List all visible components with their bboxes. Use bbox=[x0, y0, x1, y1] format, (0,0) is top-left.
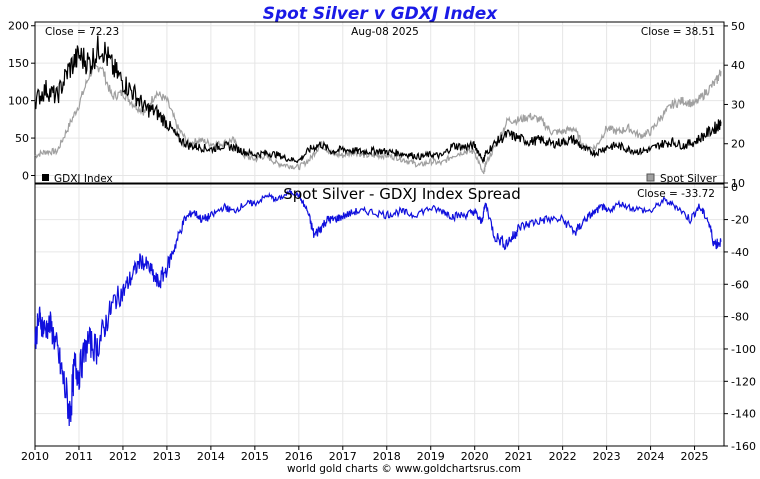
x-tick-label: 2021 bbox=[505, 450, 533, 463]
x-tick-label: 2025 bbox=[681, 450, 709, 463]
y-left-tick-label: 0 bbox=[22, 170, 29, 183]
y-right-tick-label: 10 bbox=[731, 177, 745, 190]
x-tick-label: 2012 bbox=[109, 450, 137, 463]
y-right-tick-label-bottom: -100 bbox=[731, 343, 756, 356]
y-right-tick-label-bottom: -160 bbox=[731, 440, 756, 453]
y-left-tick-label: 50 bbox=[15, 132, 29, 145]
close-right-label: Close = 38.51 bbox=[641, 26, 715, 38]
y-right-tick-label: 20 bbox=[731, 138, 745, 151]
spread-title: Spot Silver - GDXJ Index Spread bbox=[283, 185, 520, 203]
y-left-tick-label: 200 bbox=[8, 20, 29, 33]
x-tick-label: 2024 bbox=[637, 450, 665, 463]
x-tick-label: 2010 bbox=[21, 450, 49, 463]
top-panel-frame bbox=[34, 21, 725, 184]
series-line-spread bbox=[34, 188, 722, 427]
close-left-label: Close = 72.23 bbox=[45, 26, 119, 38]
x-tick-label: 2020 bbox=[461, 450, 489, 463]
x-tick-label: 2011 bbox=[65, 450, 93, 463]
x-tick-label: 2014 bbox=[197, 450, 225, 463]
x-tick-label: 2015 bbox=[241, 450, 269, 463]
y-left-tick-label: 100 bbox=[8, 95, 29, 108]
date-label: Aug-08 2025 bbox=[351, 26, 419, 38]
close-spread-label: Close = -33.72 bbox=[637, 188, 715, 200]
x-tick-label: 2013 bbox=[153, 450, 181, 463]
bottom-panel-frame bbox=[34, 183, 725, 447]
x-tick-label: 2018 bbox=[373, 450, 401, 463]
legend-swatch-silver bbox=[646, 173, 655, 182]
series-line-spot-silver bbox=[34, 64, 722, 175]
x-tick-label: 2017 bbox=[329, 450, 357, 463]
y-right-tick-label-bottom: -40 bbox=[731, 246, 749, 259]
y-right-tick-label: 40 bbox=[731, 59, 745, 72]
legend-label-silver: Spot Silver bbox=[660, 173, 717, 185]
x-tick-label: 2023 bbox=[593, 450, 621, 463]
y-right-tick-label-bottom: -60 bbox=[731, 278, 749, 291]
y-right-tick-label-bottom: -120 bbox=[731, 375, 756, 388]
y-left-tick-label: 150 bbox=[8, 57, 29, 70]
x-tick-label: 2016 bbox=[285, 450, 313, 463]
legend-label-gdxj: GDXJ Index bbox=[54, 173, 113, 185]
legend-swatch-gdxj bbox=[42, 174, 49, 181]
y-right-tick-label-bottom: -20 bbox=[731, 214, 749, 227]
page-title: Spot Silver v GDXJ Index bbox=[263, 4, 498, 24]
footer-credit: world gold charts © www.goldchartsrus.co… bbox=[287, 463, 521, 475]
y-right-tick-label-bottom: -140 bbox=[731, 408, 756, 421]
series-line-gdxj-index bbox=[34, 35, 722, 165]
y-right-tick-label: 30 bbox=[731, 98, 745, 111]
y-right-tick-label-bottom: -80 bbox=[731, 311, 749, 324]
y-right-tick-label: 50 bbox=[731, 20, 745, 33]
x-tick-label: 2022 bbox=[549, 450, 577, 463]
x-tick-label: 2019 bbox=[417, 450, 445, 463]
y-right-tick-label-bottom: 0 bbox=[731, 181, 738, 194]
